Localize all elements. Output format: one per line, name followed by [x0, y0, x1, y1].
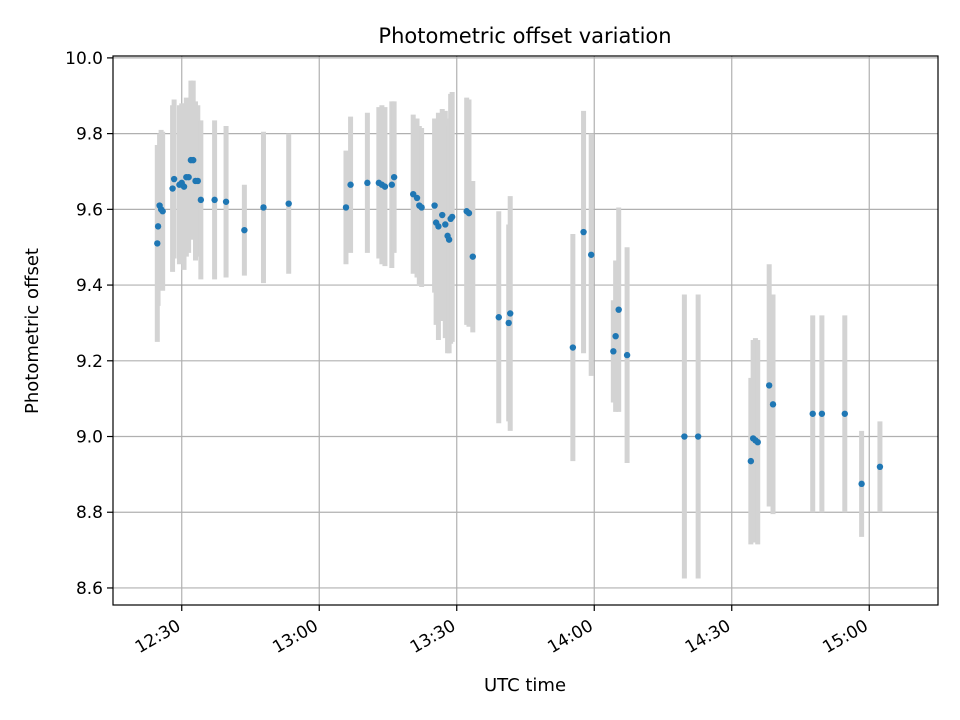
- errorbars: [154, 80, 883, 579]
- y-tick-label: 9.2: [76, 352, 103, 372]
- data-point: [769, 401, 777, 408]
- data-point: [694, 433, 702, 440]
- data-point: [809, 410, 816, 417]
- data-point: [197, 196, 205, 204]
- x-tick-label: 14:30: [682, 616, 734, 658]
- data-point: [285, 200, 292, 207]
- data-point: [388, 181, 396, 188]
- data-point: [569, 344, 577, 351]
- data-point: [431, 202, 438, 209]
- data-point: [765, 382, 773, 389]
- data-point: [448, 213, 456, 221]
- data-point: [495, 314, 502, 321]
- data-point: [222, 198, 230, 205]
- x-tick-label: 14:00: [544, 616, 596, 658]
- y-tick-label: 8.6: [76, 579, 103, 599]
- data-point: [194, 177, 201, 185]
- data-point: [505, 319, 512, 327]
- data-point: [623, 351, 631, 359]
- data-point: [507, 310, 514, 317]
- data-point: [159, 208, 166, 215]
- data-point: [876, 463, 884, 471]
- data-point: [580, 228, 587, 236]
- data-point: [170, 175, 178, 183]
- data-point: [185, 173, 192, 181]
- y-tick-label: 9.4: [76, 276, 103, 296]
- x-tick-label: 13:00: [269, 616, 321, 658]
- data-point: [469, 253, 476, 260]
- data-point: [747, 457, 755, 465]
- data-point: [587, 251, 595, 258]
- y-axis-label: Photometric offset: [22, 248, 43, 414]
- data-point: [381, 183, 389, 190]
- data-point: [418, 204, 425, 211]
- data-point: [390, 173, 398, 181]
- data-point: [364, 179, 371, 187]
- grid: [113, 56, 938, 605]
- y-tick-label: 9.6: [76, 200, 103, 220]
- chart-title: Photometric offset variation: [378, 24, 671, 48]
- data-point: [190, 156, 197, 164]
- data-point: [413, 194, 421, 202]
- data-point: [610, 348, 617, 355]
- x-axis-ticks: 12:30 13:00 13:30 14:00 14:30 15:00: [132, 605, 872, 658]
- data-point: [612, 332, 619, 340]
- data-point: [445, 236, 453, 243]
- data-point: [154, 223, 162, 230]
- x-tick-label: 15:00: [819, 616, 871, 658]
- data-point: [347, 181, 354, 188]
- y-tick-label: 9.8: [76, 125, 103, 145]
- data-point: [180, 183, 188, 190]
- data-point: [342, 204, 350, 211]
- data-point: [465, 209, 473, 217]
- data-point: [818, 410, 826, 417]
- data-point: [169, 185, 176, 192]
- data-point: [858, 480, 865, 488]
- data-point: [615, 306, 622, 313]
- x-tick-label: 12:30: [132, 616, 184, 658]
- data-points: [154, 156, 884, 488]
- y-tick-label: 10.0: [65, 49, 103, 69]
- data-point: [442, 221, 449, 228]
- x-tick-label: 13:30: [407, 616, 459, 658]
- data-point: [211, 196, 218, 204]
- data-point: [260, 204, 267, 211]
- data-point: [435, 223, 442, 230]
- x-axis-label: UTC time: [484, 675, 566, 696]
- data-point: [439, 211, 446, 219]
- data-point: [754, 438, 761, 446]
- plot-frame: [112, 55, 939, 606]
- y-axis-ticks: 8.6 8.8 9.0 9.2 9.4 9.6 9.8 10.0: [65, 49, 113, 599]
- data-point: [241, 226, 248, 234]
- y-tick-label: 9.0: [76, 428, 103, 448]
- data-point: [154, 240, 161, 247]
- data-point: [841, 410, 849, 417]
- data-point: [681, 433, 688, 440]
- y-tick-label: 8.8: [76, 503, 103, 523]
